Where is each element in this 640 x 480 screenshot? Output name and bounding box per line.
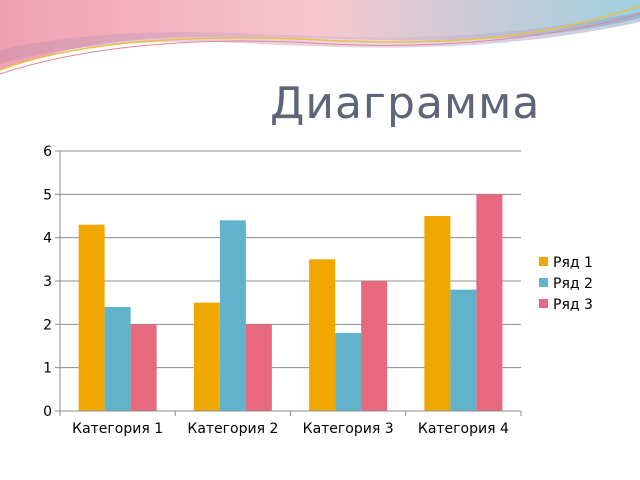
legend-label-2: Ряд 2	[553, 276, 593, 292]
legend-label-3: Ряд 3	[553, 297, 593, 313]
decorative-banner	[0, 0, 640, 75]
bar-series-1-cat-2	[193, 302, 220, 411]
y-tick-label: 1	[43, 361, 52, 377]
bar-series-2-cat-4	[450, 289, 477, 411]
bar-series-2-cat-2	[219, 220, 246, 411]
y-tick-labels: 0 1 2 3 4 5 6	[43, 144, 52, 420]
banner-line-pink	[0, 13, 640, 75]
bar-series-2-cat-1	[104, 307, 131, 411]
y-tick-label: 0	[43, 404, 52, 420]
banner-wave-shadow	[0, 12, 640, 64]
category-label: Категория 1	[72, 421, 163, 437]
bar-series-3-cat-2	[245, 324, 272, 411]
y-tick-label: 4	[43, 231, 52, 247]
legend-swatch-2	[539, 278, 548, 287]
y-tick-label: 5	[43, 187, 52, 203]
category-labels: Категория 1 Категория 2 Категория 3 Категор…	[72, 421, 509, 437]
legend-swatch-3	[539, 299, 548, 308]
bar-series-1-cat-4	[424, 216, 451, 411]
axes	[55, 150, 522, 416]
category-label: Категория 4	[418, 421, 509, 437]
bar-series-1-cat-3	[309, 259, 336, 411]
y-tick-label: 2	[43, 317, 52, 333]
y-tick-label: 3	[43, 274, 52, 290]
legend-label-1: Ряд 1	[553, 255, 593, 271]
bar-series-1-cat-1	[78, 224, 105, 411]
bar-series-3-cat-4	[476, 194, 503, 411]
banner-line-gold	[0, 5, 640, 71]
bars	[78, 194, 503, 411]
legend-swatch-1	[539, 257, 548, 266]
category-label: Категория 3	[303, 421, 394, 437]
bar-series-3-cat-3	[361, 281, 388, 411]
y-tick-label: 6	[43, 144, 52, 160]
legend: Ряд 1 Ряд 2 Ряд 3	[539, 255, 593, 313]
category-label: Категория 2	[187, 421, 278, 437]
banner-wave-main	[0, 0, 640, 70]
bar-series-3-cat-1	[130, 324, 157, 411]
slide-title: Диаграмма	[270, 78, 541, 129]
bar-series-2-cat-3	[335, 333, 362, 411]
